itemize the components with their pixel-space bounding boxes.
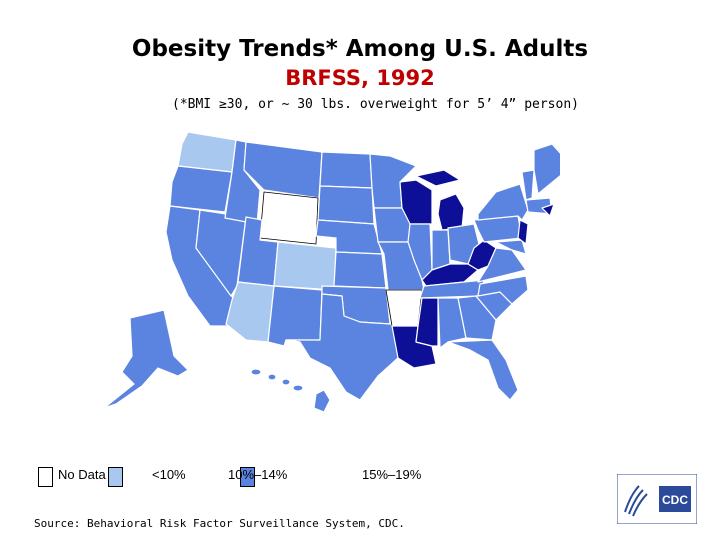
- state-indiana: [431, 229, 451, 271]
- state-new-jersey: [517, 219, 529, 245]
- hhs-eagle-icon: [624, 485, 648, 517]
- state-kansas: [333, 251, 387, 289]
- state-hawaii: [250, 368, 331, 413]
- state-alaska: [103, 309, 189, 409]
- state-alabama: [437, 297, 467, 349]
- state-montana: [243, 141, 323, 199]
- state-arkansas: [385, 289, 423, 327]
- state-virginia: [477, 247, 527, 283]
- state-new-york: [477, 183, 529, 221]
- state-wyoming: [259, 191, 319, 245]
- legend-swatch-no-data: [38, 467, 53, 487]
- legend-label-15-19: 15%–19%: [362, 467, 422, 482]
- state-maryland: [495, 239, 527, 255]
- us-map: [103, 131, 560, 413]
- state-vermont: [521, 169, 535, 201]
- state-north-dakota: [319, 151, 373, 189]
- cdc-logo: CDC: [617, 474, 697, 524]
- state-new-mexico: [267, 285, 323, 347]
- state-oregon: [169, 165, 233, 213]
- state-colorado: [273, 241, 337, 291]
- state-south-dakota: [317, 185, 375, 225]
- state-washington: [177, 131, 237, 173]
- legend-label-under-10: <10%: [152, 467, 186, 482]
- state-florida: [447, 339, 519, 401]
- state-north-carolina: [477, 275, 529, 305]
- legend-label-10-14: 10%–14%: [228, 467, 288, 482]
- bmi-footnote: (*BMI ≥30, or ~ 30 lbs. overweight for 5…: [172, 97, 579, 112]
- state-texas: [285, 293, 401, 401]
- source-note: Source: Behavioral Risk Factor Surveilla…: [34, 517, 405, 530]
- state-maine: [533, 143, 560, 195]
- cdc-logo-text: CDC: [662, 493, 688, 507]
- legend-label-no-data: No Data: [58, 467, 106, 482]
- state-wisconsin: [399, 179, 433, 225]
- state-georgia: [457, 295, 497, 341]
- map-subtitle: BRFSS, 1992: [285, 66, 435, 90]
- map-title: Obesity Trends* Among U.S. Adults: [131, 36, 589, 62]
- legend-swatch-10-14: [240, 467, 255, 487]
- legend-swatch-under-10: [108, 467, 123, 487]
- state-rhode-island: [541, 203, 555, 217]
